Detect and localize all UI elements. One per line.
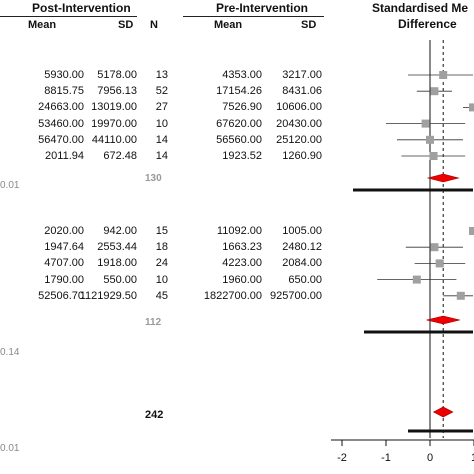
study-point [426, 135, 434, 144]
group1-pre-sd-cell: 8431.06 [282, 85, 322, 98]
group2-pre-mean-cell: 1960.00 [222, 273, 262, 286]
study-point [469, 227, 474, 235]
subtotal-diamond [426, 173, 460, 183]
study-point [429, 152, 438, 160]
group2-n-cell: 10 [155, 273, 168, 286]
group1-post-mean-cell: 8815.75 [44, 85, 84, 98]
pre-sd-header: SD [301, 19, 317, 31]
x-tick-label: -2 [337, 452, 347, 464]
group2-n-cell: 24 [155, 257, 168, 270]
group2-post-mean-cell: 1947.64 [44, 241, 84, 254]
overall-diamond [432, 406, 454, 418]
group2-n-cell: 18 [155, 241, 168, 254]
group1-pre-mean-cell: 67620.00 [216, 117, 262, 130]
pre-mean-header: Mean [214, 19, 243, 31]
group2-pre-mean-cell: 1663.23 [222, 241, 262, 254]
study-point [469, 103, 474, 112]
group2-post-sd-cell: 1918.00 [97, 257, 137, 270]
group2-heterogeneity: 0.14 [0, 347, 20, 358]
group2-pre-mean-cell: 4223.00 [222, 257, 262, 270]
group2-pre-sd-cell: 2480.12 [282, 241, 322, 254]
group2-post-mean-cell: 4707.00 [44, 257, 84, 270]
post-mean-header: Mean [28, 19, 57, 31]
overall-heterogeneity: 0.01 [0, 443, 20, 454]
study-point [430, 87, 439, 96]
group1-post-sd-cell: 44110.00 [91, 133, 137, 146]
group1-post-mean-cell: 5930.00 [44, 69, 84, 81]
x-tick-label: 1 [471, 452, 474, 464]
group1-pre-sd-cell: 25120.00 [276, 133, 322, 146]
group2-pre-sd-cell: 925700.00 [270, 289, 322, 302]
group2-post-sd-cell: 2553.44 [97, 241, 137, 254]
group2-post-sd-cell: 550.00 [103, 273, 137, 286]
group2-n-cell: 15 [155, 225, 168, 237]
group1-pre-mean-cell: 7526.90 [222, 101, 262, 114]
group1-total-n: 130 [145, 173, 162, 184]
group1-post-sd-cell: 5178.00 [97, 69, 137, 81]
group1-pre-sd-cell: 1260.90 [282, 150, 322, 162]
group2-pre-sd-cell: 650.00 [288, 273, 322, 286]
study-point [456, 291, 465, 300]
study-point [430, 243, 439, 252]
group1-n-cell: 52 [155, 85, 168, 98]
group2-post-sd-cell: 942.00 [103, 225, 137, 237]
group1-post-sd-cell: 13019.00 [91, 101, 137, 114]
group1-n-cell: 27 [155, 101, 168, 114]
study-point [421, 119, 430, 128]
study-point [412, 275, 421, 284]
group2-n-cell: 45 [155, 289, 168, 302]
group1-heterogeneity: 0.01 [0, 180, 20, 191]
group2-post-sd-cell: 1121929.50 [79, 289, 137, 302]
n-header: N [150, 19, 158, 31]
group1-post-mean-cell: 53460.00 [38, 117, 84, 130]
group2-post-mean-cell: 52506.70 [38, 289, 84, 302]
group2-post-mean-cell: 2020.00 [44, 225, 84, 237]
x-tick-label: -1 [381, 452, 391, 464]
group1-post-sd-cell: 7956.13 [97, 85, 137, 98]
pre-header-underline [183, 16, 324, 17]
group1-pre-sd-cell: 10606.00 [276, 101, 322, 114]
group1-n-cell: 14 [155, 133, 168, 146]
effect-header-line2: Difference [398, 17, 457, 31]
study-point [439, 71, 448, 79]
group1-pre-mean-cell: 56560.00 [216, 133, 262, 146]
group2-post-mean-cell: 1790.00 [44, 273, 84, 286]
group2-pre-sd-cell: 2084.00 [282, 257, 322, 270]
group1-post-sd-cell: 672.48 [103, 150, 137, 162]
post-intervention-header: Post-Intervention [32, 1, 131, 15]
effect-header: Standardised Me [372, 1, 469, 15]
group2-pre-mean-cell: 11092.00 [216, 225, 262, 237]
study-point [435, 259, 444, 268]
group1-pre-mean-cell: 17154.26 [216, 85, 262, 98]
x-tick-label: 0 [427, 452, 433, 464]
group1-post-mean-cell: 2011.94 [45, 150, 84, 162]
group2-total-n: 112 [145, 317, 162, 328]
group2-pre-mean-cell: 1822700.00 [203, 289, 262, 302]
group1-pre-sd-cell: 3217.00 [282, 69, 322, 81]
subtotal-diamond [426, 315, 460, 325]
post-header-underline [0, 16, 137, 17]
pre-intervention-header: Pre-Intervention [216, 1, 309, 15]
post-sd-header: SD [118, 19, 134, 31]
group2-pre-sd-cell: 1005.00 [282, 225, 322, 237]
group1-post-mean-cell: 56470.00 [38, 133, 84, 146]
group1-pre-mean-cell: 1923.52 [222, 150, 262, 162]
group1-n-cell: 13 [155, 69, 168, 81]
group1-n-cell: 14 [155, 150, 168, 162]
group1-pre-mean-cell: 4353.00 [222, 69, 262, 81]
group1-post-sd-cell: 19970.00 [91, 117, 137, 130]
overall-total-n: 242 [145, 409, 164, 421]
group1-post-mean-cell: 24663.00 [38, 101, 84, 114]
group1-n-cell: 10 [155, 117, 168, 130]
group1-pre-sd-cell: 20430.00 [276, 117, 322, 130]
